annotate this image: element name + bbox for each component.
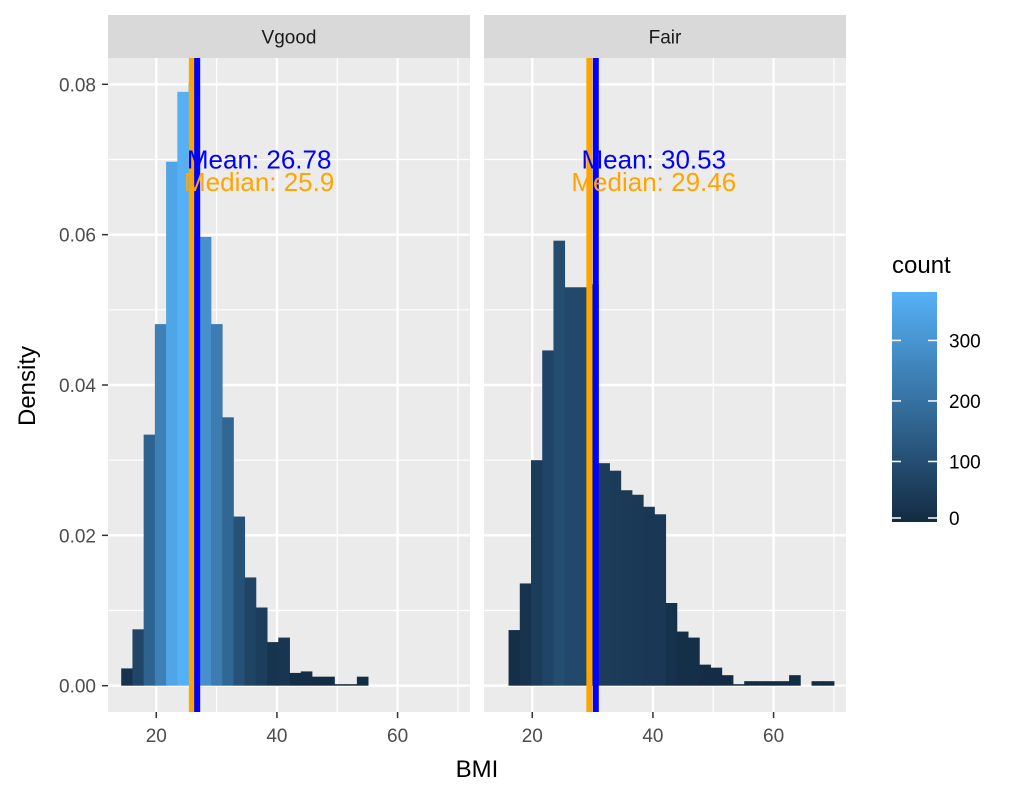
histogram-bar bbox=[244, 577, 257, 686]
histogram-bar bbox=[766, 681, 779, 686]
median-annotation: Median: 29.46 bbox=[571, 167, 736, 197]
facet-strip-label: Fair bbox=[649, 28, 682, 49]
histogram-bar bbox=[222, 417, 234, 686]
histogram-bar bbox=[598, 463, 610, 686]
histogram-bar bbox=[811, 681, 824, 686]
histogram-bar bbox=[210, 324, 223, 686]
median-annotation: Median: 25.9 bbox=[184, 167, 334, 197]
color-legend: count 0 100 200 300 bbox=[892, 252, 981, 530]
histogram-bar bbox=[289, 672, 302, 686]
legend-tick-label: 0 bbox=[949, 509, 960, 530]
mean-annotation: Mean: 26.78 bbox=[187, 145, 332, 175]
x-tick-label: 40 bbox=[266, 726, 287, 747]
histogram-bar bbox=[542, 350, 554, 686]
mean-annotation: Mean: 30.53 bbox=[582, 145, 727, 175]
legend-ticks: 0 100 200 300 bbox=[892, 331, 981, 530]
histogram-bar bbox=[300, 671, 313, 686]
y-axis-title: Density bbox=[14, 346, 41, 426]
histogram-bar bbox=[822, 681, 835, 686]
y-axis: 0.00 0.02 0.04 0.06 0.08 bbox=[59, 75, 108, 698]
histogram-bar bbox=[154, 324, 167, 686]
y-tick-label: 0.06 bbox=[59, 226, 96, 247]
legend-colorbar bbox=[892, 292, 937, 522]
histogram-bar bbox=[643, 506, 655, 686]
histogram-bar bbox=[575, 287, 588, 686]
histogram-bar bbox=[177, 91, 189, 686]
facet-strip bbox=[108, 15, 470, 58]
histogram-bar bbox=[121, 668, 133, 686]
histogram-bar bbox=[278, 637, 290, 686]
histogram-bar bbox=[143, 434, 156, 686]
histogram-bar bbox=[132, 629, 145, 686]
histogram-bar bbox=[699, 664, 711, 686]
facet-strip bbox=[484, 15, 846, 58]
histogram-bar bbox=[199, 236, 212, 686]
histogram-bar bbox=[334, 684, 347, 686]
legend-tick-label: 200 bbox=[949, 392, 981, 413]
histogram-bar bbox=[267, 642, 279, 686]
histogram-bar bbox=[530, 460, 543, 686]
y-tick-label: 0.08 bbox=[59, 75, 96, 96]
y-tick-label: 0.04 bbox=[59, 376, 96, 397]
histogram-bar bbox=[609, 470, 622, 686]
x-tick-label: 40 bbox=[642, 726, 663, 747]
histogram-bar bbox=[620, 490, 633, 686]
histogram-bar bbox=[166, 161, 178, 686]
histogram-bar bbox=[721, 675, 734, 686]
facet-strip-label: Vgood bbox=[262, 28, 317, 49]
y-tick-label: 0.02 bbox=[59, 526, 96, 547]
histogram-bar bbox=[654, 514, 667, 686]
histogram-bar bbox=[688, 637, 700, 686]
legend-tick-label: 300 bbox=[949, 331, 981, 352]
histogram-bar bbox=[345, 684, 358, 686]
histogram-bar bbox=[311, 676, 324, 686]
histogram-bar bbox=[777, 681, 790, 686]
histogram-bar bbox=[676, 631, 689, 686]
x-tick-label: 20 bbox=[522, 726, 543, 747]
x-tick-label: 60 bbox=[763, 726, 784, 747]
histogram-bar bbox=[631, 494, 644, 686]
x-tick-label: 60 bbox=[387, 726, 408, 747]
histogram-bar bbox=[233, 516, 246, 686]
histogram-bar bbox=[519, 583, 532, 686]
histogram-bar bbox=[553, 240, 566, 686]
legend-title: count bbox=[892, 252, 951, 279]
y-tick-label: 0.00 bbox=[59, 677, 96, 698]
histogram-bar bbox=[789, 675, 801, 686]
legend-tick-label: 100 bbox=[949, 452, 981, 473]
histogram-bar bbox=[356, 676, 369, 686]
histogram-bar bbox=[755, 681, 768, 686]
x-tick-label: 20 bbox=[146, 726, 167, 747]
histogram-bar bbox=[732, 684, 745, 686]
histogram-bar bbox=[255, 607, 268, 686]
histogram-bar bbox=[323, 676, 335, 686]
histogram-bar bbox=[744, 681, 756, 686]
x-axis-title: BMI bbox=[456, 756, 499, 783]
histogram-bar bbox=[710, 667, 723, 686]
histogram-bar bbox=[564, 287, 577, 686]
histogram-bar bbox=[508, 630, 521, 686]
histogram-bar bbox=[665, 603, 678, 686]
